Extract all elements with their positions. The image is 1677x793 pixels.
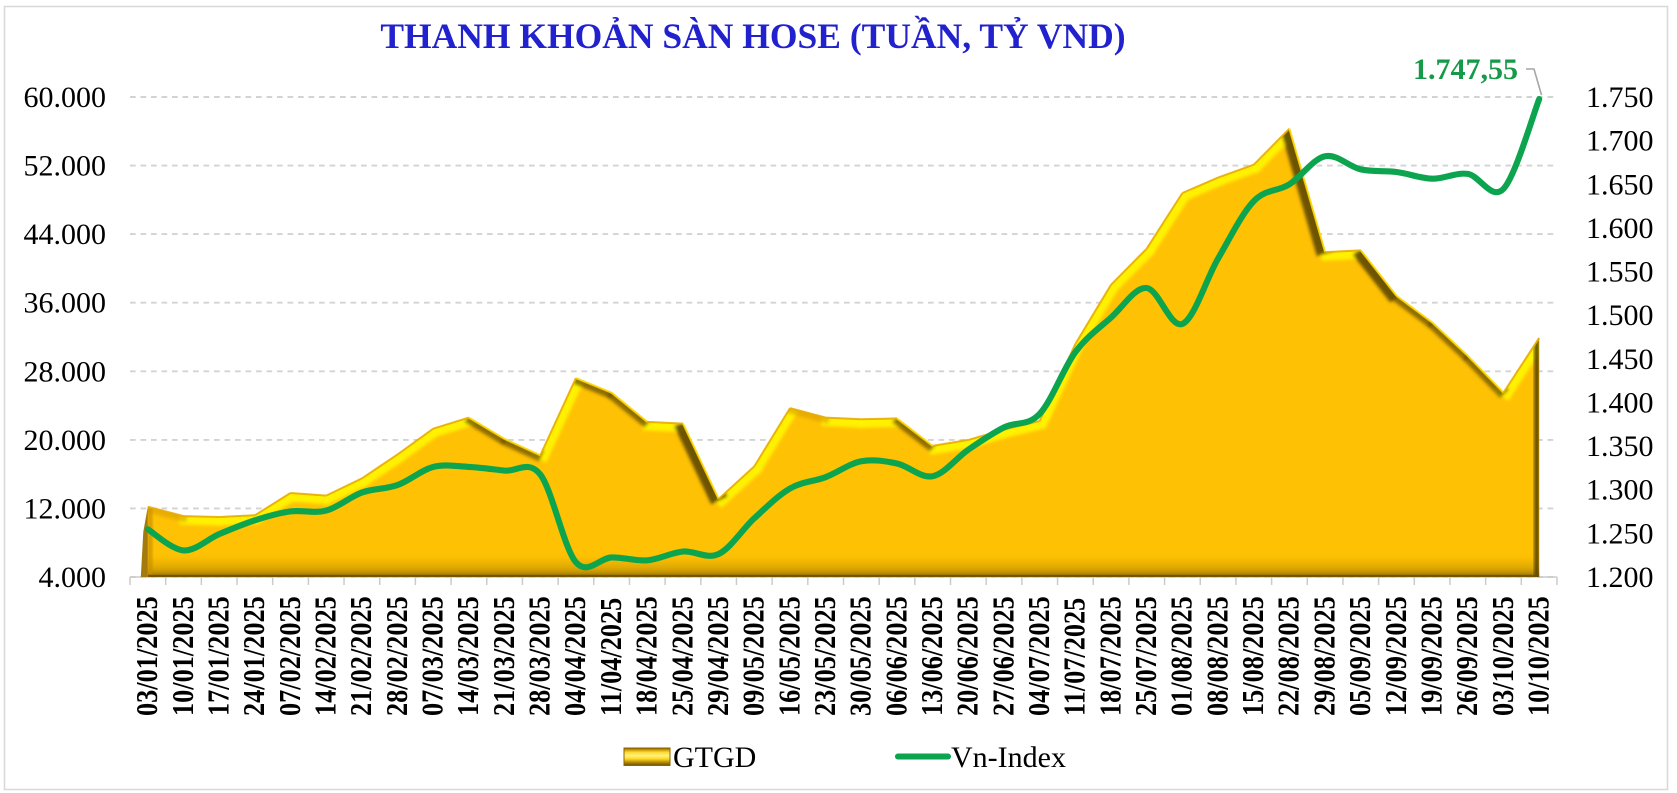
- svg-text:1.300: 1.300: [1586, 474, 1654, 507]
- svg-text:21/02/2025: 21/02/2025: [345, 596, 378, 716]
- svg-text:Vn-Index: Vn-Index: [951, 741, 1066, 774]
- svg-text:23/05/2025: 23/05/2025: [809, 596, 842, 716]
- svg-text:29/04/2025: 29/04/2025: [702, 596, 735, 716]
- svg-text:20/06/2025: 20/06/2025: [952, 596, 985, 716]
- svg-text:30/05/2025: 30/05/2025: [845, 596, 878, 716]
- svg-text:01/08/2025: 01/08/2025: [1166, 596, 1199, 716]
- svg-text:12/09/2025: 12/09/2025: [1380, 596, 1413, 716]
- svg-text:03/01/2025: 03/01/2025: [131, 596, 164, 716]
- svg-text:07/03/2025: 07/03/2025: [417, 596, 450, 716]
- svg-text:1.200: 1.200: [1586, 561, 1654, 594]
- svg-text:1.250: 1.250: [1586, 517, 1654, 550]
- svg-text:09/05/2025: 09/05/2025: [738, 596, 771, 716]
- svg-text:28/02/2025: 28/02/2025: [381, 596, 414, 716]
- svg-text:07/02/2025: 07/02/2025: [274, 596, 307, 716]
- svg-text:25/07/2025: 25/07/2025: [1130, 596, 1163, 716]
- svg-text:06/06/2025: 06/06/2025: [881, 596, 914, 716]
- svg-text:29/08/2025: 29/08/2025: [1309, 596, 1342, 716]
- svg-text:28/03/2025: 28/03/2025: [524, 596, 557, 716]
- svg-text:03/10/2025: 03/10/2025: [1487, 596, 1520, 716]
- svg-text:52.000: 52.000: [24, 150, 107, 183]
- svg-text:16/05/2025: 16/05/2025: [774, 596, 807, 716]
- svg-text:1.550: 1.550: [1586, 256, 1654, 289]
- svg-text:04/07/2025: 04/07/2025: [1023, 596, 1056, 716]
- svg-text:4.000: 4.000: [39, 561, 107, 594]
- svg-text:36.000: 36.000: [24, 287, 107, 320]
- svg-text:20.000: 20.000: [24, 424, 107, 457]
- svg-text:21/03/2025: 21/03/2025: [488, 596, 521, 716]
- svg-text:15/08/2025: 15/08/2025: [1237, 596, 1270, 716]
- svg-text:1.600: 1.600: [1586, 212, 1654, 245]
- svg-text:1.747,55: 1.747,55: [1413, 53, 1518, 86]
- svg-text:13/06/2025: 13/06/2025: [916, 596, 949, 716]
- svg-text:1.500: 1.500: [1586, 299, 1654, 332]
- svg-text:1.400: 1.400: [1586, 387, 1654, 420]
- svg-text:10/01/2025: 10/01/2025: [167, 596, 200, 716]
- svg-text:19/09/2025: 19/09/2025: [1416, 596, 1449, 716]
- svg-text:27/06/2025: 27/06/2025: [988, 596, 1021, 716]
- svg-text:14/03/2025: 14/03/2025: [452, 596, 485, 716]
- svg-text:1.350: 1.350: [1586, 430, 1654, 463]
- svg-text:GTGD: GTGD: [673, 741, 756, 774]
- svg-text:18/07/2025: 18/07/2025: [1095, 596, 1128, 716]
- svg-text:10/10/2025: 10/10/2025: [1523, 596, 1556, 716]
- svg-text:14/02/2025: 14/02/2025: [310, 596, 343, 716]
- svg-text:1.700: 1.700: [1586, 125, 1654, 158]
- svg-text:08/08/2025: 08/08/2025: [1202, 596, 1235, 716]
- svg-text:11/04/2025: 11/04/2025: [595, 598, 628, 716]
- svg-text:THANH KHOẢN SÀN HOSE (TUẦN, TỶ: THANH KHOẢN SÀN HOSE (TUẦN, TỶ VND): [380, 16, 1125, 56]
- svg-text:12.000: 12.000: [24, 492, 107, 525]
- svg-text:1.750: 1.750: [1586, 81, 1654, 114]
- svg-text:25/04/2025: 25/04/2025: [667, 596, 700, 716]
- svg-text:28.000: 28.000: [24, 355, 107, 388]
- svg-text:04/04/2025: 04/04/2025: [559, 596, 592, 716]
- svg-text:11/07/2025: 11/07/2025: [1059, 598, 1092, 716]
- svg-text:18/04/2025: 18/04/2025: [631, 596, 664, 716]
- svg-text:1.450: 1.450: [1586, 343, 1654, 376]
- svg-text:17/01/2025: 17/01/2025: [203, 596, 236, 716]
- svg-text:26/09/2025: 26/09/2025: [1451, 596, 1484, 716]
- svg-text:22/08/2025: 22/08/2025: [1273, 596, 1306, 716]
- svg-text:1.650: 1.650: [1586, 168, 1654, 201]
- svg-text:60.000: 60.000: [24, 81, 107, 114]
- svg-text:44.000: 44.000: [24, 218, 107, 251]
- svg-text:24/01/2025: 24/01/2025: [238, 596, 271, 716]
- svg-text:05/09/2025: 05/09/2025: [1344, 596, 1377, 716]
